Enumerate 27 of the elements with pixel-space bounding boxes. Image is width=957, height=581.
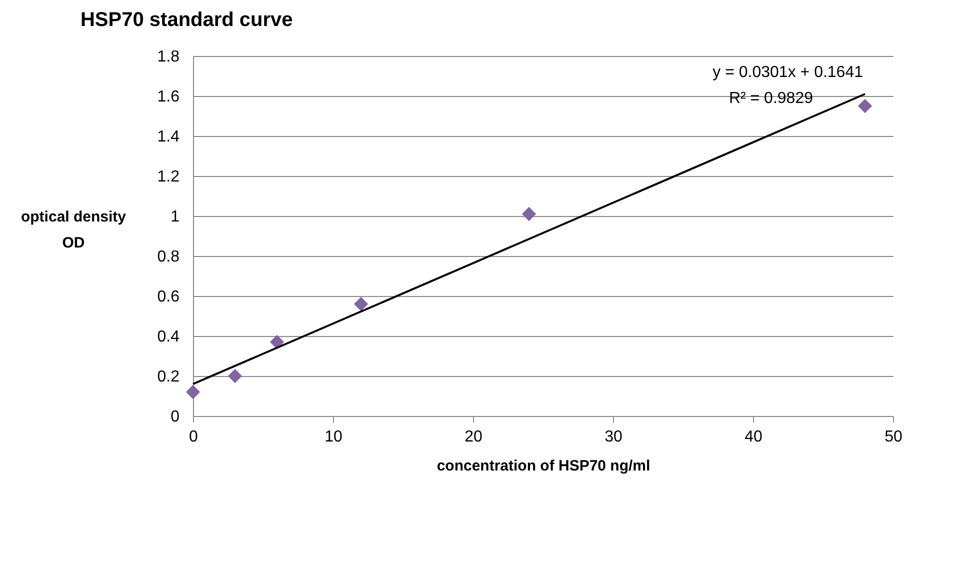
x-tick-label: 30 bbox=[604, 428, 622, 446]
y-tick-label: 0.4 bbox=[157, 328, 180, 346]
point bbox=[186, 384, 200, 400]
y-tick-label: 0.8 bbox=[157, 248, 180, 266]
x-tick-label: 0 bbox=[189, 428, 198, 446]
chart-title: HSP70 standard curve bbox=[80, 9, 293, 31]
annotation: R² = 0.9829 bbox=[728, 90, 814, 107]
x-tick-label: 10 bbox=[324, 428, 342, 446]
y-tick-label: 1 bbox=[170, 208, 180, 226]
y-tick-label: 0 bbox=[170, 408, 180, 426]
x-tick-label: 20 bbox=[464, 428, 482, 446]
y-tick-label: 1.6 bbox=[157, 88, 180, 106]
y-axis-title: optical density OD bbox=[20, 208, 127, 252]
y-tick-label: 0.6 bbox=[157, 288, 180, 306]
y-tick-label: 0.2 bbox=[157, 368, 180, 386]
point bbox=[858, 98, 872, 114]
point bbox=[522, 206, 536, 222]
annotation: y = 0.0301x + 0.1641 bbox=[712, 64, 864, 81]
x-tick-label: 40 bbox=[744, 428, 762, 446]
y-tick-label: 1.2 bbox=[157, 168, 180, 186]
point bbox=[354, 296, 368, 312]
y-tick-label: 1.8 bbox=[157, 48, 180, 66]
point bbox=[270, 334, 284, 350]
x-tick-label: 50 bbox=[884, 428, 902, 446]
y-tick-label: 1.4 bbox=[157, 128, 180, 146]
point bbox=[228, 368, 242, 384]
x-axis-title: concentration of HSP70 ng/ml bbox=[436, 458, 650, 474]
